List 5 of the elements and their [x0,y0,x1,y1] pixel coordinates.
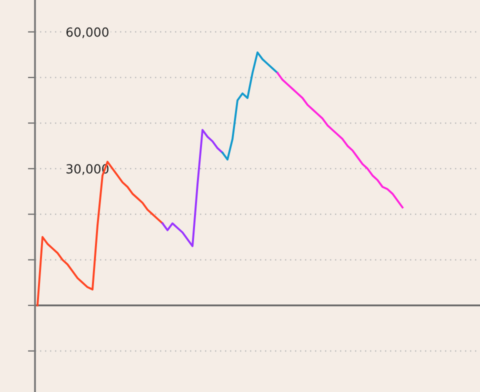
y-tick-label: 60,000 [66,27,108,38]
line-series [36,160,164,306]
line-series [276,72,404,208]
line-series [222,51,278,161]
line-series [162,128,224,248]
